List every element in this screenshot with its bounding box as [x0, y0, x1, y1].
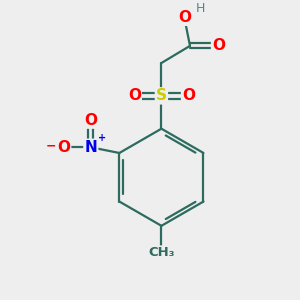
Text: +: + [98, 133, 106, 143]
Text: O: O [57, 140, 70, 155]
Text: O: O [212, 38, 225, 53]
Text: N: N [84, 140, 97, 155]
Text: CH₃: CH₃ [148, 246, 175, 260]
Text: O: O [178, 10, 191, 25]
Text: O: O [182, 88, 195, 103]
Text: −: − [46, 139, 56, 152]
Text: O: O [128, 88, 141, 103]
Text: H: H [196, 2, 206, 15]
Text: O: O [84, 112, 97, 128]
Text: S: S [156, 88, 167, 103]
